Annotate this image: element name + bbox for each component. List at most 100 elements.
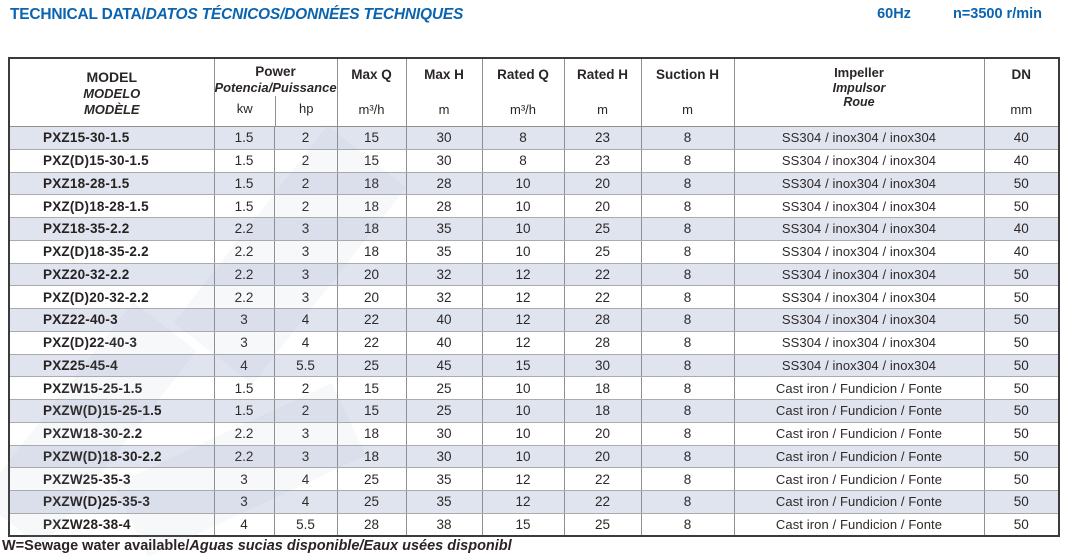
cell-max-h: 28 — [405, 171, 483, 196]
cell-rated-h: 22 — [563, 490, 642, 514]
cell-impeller: SS304 / inox304 / inox304 — [733, 148, 985, 173]
cell-dn: 50 — [983, 444, 1060, 469]
cell-impeller: Cast iron / Fundicion / Fonte — [733, 512, 985, 537]
cell-max-q: 18 — [336, 239, 407, 264]
cell-kw: 3 — [213, 490, 275, 514]
cell-rated-h: 23 — [563, 126, 642, 150]
cell-suction-h: 8 — [640, 376, 735, 400]
page-title-en: TECHNICAL DATA/ — [10, 6, 146, 23]
cell-model: PXZW28-38-4 — [8, 512, 215, 537]
table-row: PXZW(D)25-35-3 3 4 25 35 12 22 8 Cast iron / Fun… — [8, 490, 1060, 514]
cell-impeller: Cast iron / Fundicion / Fonte — [733, 490, 985, 514]
table-row: PXZ22-40-3 3 4 22 40 12 28 8 SS304 / inox304 / i… — [8, 308, 1060, 332]
cell-rated-q: 15 — [481, 512, 565, 537]
cell-impeller: SS304 / inox304 / inox304 — [733, 217, 985, 241]
cell-kw: 2.2 — [213, 262, 275, 287]
cell-suction-h: 8 — [640, 444, 735, 469]
header-rated-q: Rated Q m³/h — [481, 57, 565, 127]
cell-hp: 4 — [273, 490, 338, 514]
table-body: PXZ15-30-1.5 1.5 2 15 30 8 23 8 SS304 / inox304 … — [8, 126, 1060, 537]
cell-kw: 2.2 — [213, 239, 275, 264]
cell-suction-h: 8 — [640, 239, 735, 264]
cell-rated-h: 23 — [563, 148, 642, 173]
cell-model: PXZW15-25-1.5 — [8, 376, 215, 400]
cell-model: PXZW(D)15-25-1.5 — [8, 399, 215, 423]
cell-rated-h: 20 — [563, 421, 642, 446]
cell-model: PXZ20-32-2.2 — [8, 262, 215, 287]
cell-rated-h: 30 — [563, 353, 642, 378]
cell-dn: 50 — [983, 285, 1060, 309]
table-row: PXZW(D)15-25-1.5 1.5 2 15 25 10 18 8 Cast iron /… — [8, 399, 1060, 423]
header-max-q-label: Max Q — [351, 67, 392, 82]
cell-max-q: 18 — [336, 217, 407, 241]
cell-dn: 50 — [983, 194, 1060, 218]
cell-dn: 50 — [983, 171, 1060, 196]
cell-kw: 1.5 — [213, 126, 275, 150]
cell-dn: 50 — [983, 467, 1060, 491]
cell-impeller: SS304 / inox304 / inox304 — [733, 308, 985, 332]
header-max-q: Max Q m³/h — [336, 57, 407, 127]
cell-hp: 3 — [273, 217, 338, 241]
cell-rated-q: 10 — [481, 376, 565, 400]
footnote: W=Sewage water available/Aguas sucias di… — [2, 538, 512, 554]
cell-hp: 4 — [273, 308, 338, 332]
cell-suction-h: 8 — [640, 285, 735, 309]
cell-max-h: 30 — [405, 148, 483, 173]
header-unit-kw: kw — [236, 100, 253, 116]
cell-max-q: 25 — [336, 353, 407, 378]
header-row: MODEL MODELO MODÈLE Power Potencia/Puiss… — [8, 57, 1060, 127]
header-power-translations: Potencia/Puissance — [214, 80, 337, 95]
cell-impeller: Cast iron / Fundicion / Fonte — [733, 399, 985, 423]
cell-max-q: 22 — [336, 308, 407, 332]
cell-model: PXZW18-30-2.2 — [8, 421, 215, 446]
cell-impeller: Cast iron / Fundicion / Fonte — [733, 376, 985, 400]
cell-impeller: SS304 / inox304 / inox304 — [733, 353, 985, 378]
cell-impeller: SS304 / inox304 / inox304 — [733, 239, 985, 264]
cell-max-q: 15 — [336, 126, 407, 150]
cell-max-h: 45 — [405, 353, 483, 378]
cell-suction-h: 8 — [640, 490, 735, 514]
cell-suction-h: 8 — [640, 194, 735, 218]
cell-rated-q: 12 — [481, 490, 565, 514]
table-row: PXZ20-32-2.2 2.2 3 20 32 12 22 8 SS304 / inox304… — [8, 262, 1060, 287]
cell-max-h: 25 — [405, 399, 483, 423]
cell-rated-h: 28 — [563, 308, 642, 332]
cell-rated-h: 25 — [563, 239, 642, 264]
cell-kw: 2.2 — [213, 421, 275, 446]
cell-dn: 50 — [983, 421, 1060, 446]
footnote-en: W=Sewage water available/ — [2, 538, 190, 554]
header-max-h-unit: m — [438, 102, 450, 117]
cell-dn: 50 — [983, 330, 1060, 355]
cell-rated-h: 18 — [563, 399, 642, 423]
cell-max-q: 28 — [336, 512, 407, 537]
cell-dn: 50 — [983, 308, 1060, 332]
table-row: PXZ(D)15-30-1.5 1.5 2 15 30 8 23 8 SS304 / inox3… — [8, 148, 1060, 173]
table-row: PXZ(D)18-28-1.5 1.5 2 18 28 10 20 8 SS304 / inox… — [8, 194, 1060, 218]
cell-max-h: 38 — [405, 512, 483, 537]
header-dn-label: DN — [1011, 67, 1032, 82]
cell-impeller: SS304 / inox304 / inox304 — [733, 330, 985, 355]
cell-rated-h: 22 — [563, 285, 642, 309]
header-impeller-fr: Roue — [843, 95, 875, 109]
cell-model: PXZW25-35-3 — [8, 467, 215, 491]
header-model-fr: MODÈLE — [83, 101, 140, 117]
cell-hp: 3 — [273, 285, 338, 309]
cell-max-h: 32 — [405, 285, 483, 309]
cell-suction-h: 8 — [640, 148, 735, 173]
cell-model: PXZ(D)18-28-1.5 — [8, 194, 215, 218]
cell-hp: 2 — [273, 171, 338, 196]
header-rated-h-unit: m — [597, 102, 608, 117]
cell-max-h: 35 — [405, 490, 483, 514]
cell-max-q: 15 — [336, 148, 407, 173]
cell-max-h: 25 — [405, 376, 483, 400]
cell-hp: 2 — [273, 194, 338, 218]
cell-rated-h: 25 — [563, 217, 642, 241]
cell-hp: 2 — [273, 399, 338, 423]
cell-max-q: 20 — [336, 285, 407, 309]
cell-impeller: SS304 / inox304 / inox304 — [733, 285, 985, 309]
cell-dn: 40 — [983, 239, 1060, 264]
cell-dn: 50 — [983, 376, 1060, 400]
cell-suction-h: 8 — [640, 399, 735, 423]
cell-kw: 3 — [213, 308, 275, 332]
cell-hp: 3 — [273, 421, 338, 446]
